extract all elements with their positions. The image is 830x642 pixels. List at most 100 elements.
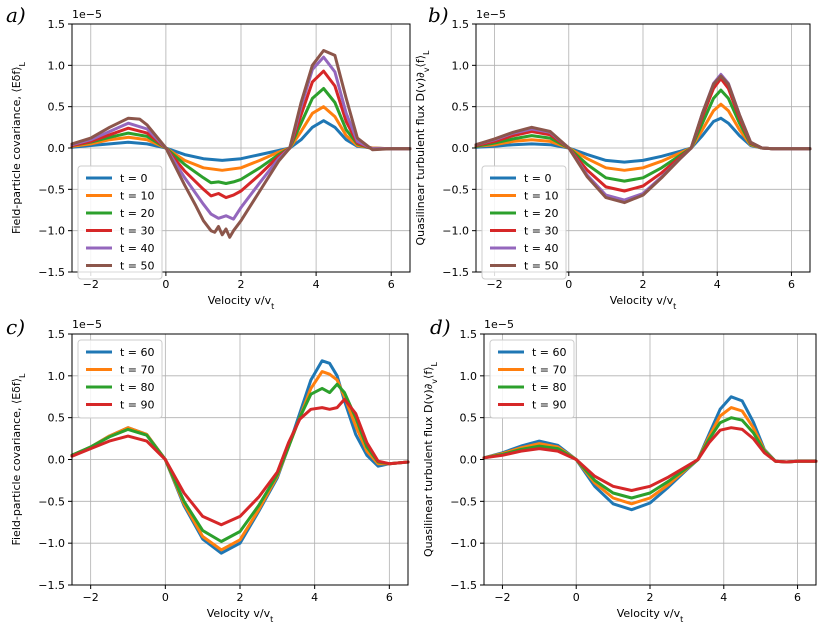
x-tick-label: −2 bbox=[83, 591, 99, 604]
legend-label: t = 60 bbox=[120, 346, 155, 359]
x-axis-label-main: Velocity v/v bbox=[617, 607, 681, 620]
legend-label: t = 70 bbox=[120, 364, 155, 377]
legend-label: t = 70 bbox=[532, 364, 567, 377]
x-axis-label-sub: t bbox=[271, 302, 274, 311]
offset-text: 1e−5 bbox=[72, 8, 102, 21]
y-tick-label: −1.0 bbox=[38, 537, 65, 550]
y-tick-label: −1.0 bbox=[38, 225, 65, 238]
y-tick-label: −0.5 bbox=[450, 495, 477, 508]
x-axis-label-main: Velocity v/v bbox=[207, 607, 271, 620]
y-tick-label: 0.0 bbox=[48, 454, 66, 467]
y-tick-label: 1.5 bbox=[452, 18, 470, 31]
x-axis-label-sub: t bbox=[680, 615, 683, 624]
y-tick-label: −1.5 bbox=[38, 266, 65, 279]
series-line-t50 bbox=[70, 49, 412, 239]
panel-label: d) bbox=[430, 315, 451, 339]
legend-label: t = 40 bbox=[524, 242, 559, 255]
panel-label: a) bbox=[6, 3, 26, 27]
panel-2: −2 0 2 4 6 −1.5 −1.0 −0.5 0.0 0.5 1.0 1.5 1e−5 b) Velo… bbox=[414, 3, 812, 311]
x-tick-label: 4 bbox=[714, 278, 721, 291]
y-tick-label: −1.0 bbox=[450, 537, 477, 550]
x-tick-label: 0 bbox=[162, 591, 169, 604]
x-axis-label-sub: t bbox=[673, 302, 676, 311]
x-tick-label: 2 bbox=[238, 278, 245, 291]
y-tick-label: −1.0 bbox=[442, 225, 469, 238]
y-tick-label: 0.5 bbox=[48, 412, 66, 425]
y-axis-label: Field-particle covariance, ⟨Eδf⟩L bbox=[10, 61, 27, 234]
panel-3: −2 0 2 4 6 −1.5 −1.0 −0.5 0.0 0.5 1.0 1.5 1e−5 c) Velo… bbox=[6, 315, 410, 624]
x-tick-label: 2 bbox=[647, 591, 654, 604]
legend-label: t = 0 bbox=[120, 172, 148, 185]
y-axis-label-tail: ⟨f⟩ bbox=[422, 366, 435, 378]
x-axis-label: Velocity v/vt bbox=[617, 607, 684, 624]
x-tick-label: 0 bbox=[565, 278, 572, 291]
y-axis-label: Quasilinear turbulent flux D(v)∂v⟨f⟩L bbox=[422, 361, 439, 557]
x-tick-label: 6 bbox=[386, 591, 393, 604]
legend-label: t = 20 bbox=[524, 207, 559, 220]
legend: t = 0 t = 10 t = 20 t = 30 t = 40 t = 50 bbox=[481, 165, 567, 280]
y-tick-label: 1.0 bbox=[48, 59, 66, 72]
series-line-t90 bbox=[70, 397, 410, 527]
y-axis-label-tail: ⟨f⟩ bbox=[414, 55, 427, 67]
y-tick-label: 0.5 bbox=[452, 101, 470, 114]
legend-box bbox=[77, 339, 163, 419]
y-tick-label: −1.5 bbox=[38, 579, 65, 592]
y-axis-label: Field-particle covariance, ⟨Eδf⟩L bbox=[10, 373, 27, 546]
legend-label: t = 30 bbox=[524, 225, 559, 238]
x-axis-label-main: Velocity v/v bbox=[610, 294, 674, 307]
legend-label: t = 50 bbox=[524, 260, 559, 273]
legend-label: t = 80 bbox=[532, 381, 567, 394]
series-line-t90 bbox=[482, 426, 818, 492]
y-tick-label: −1.5 bbox=[442, 266, 469, 279]
x-axis-label-sub: t bbox=[270, 615, 273, 624]
panel-label: c) bbox=[6, 315, 25, 339]
offset-text: 1e−5 bbox=[72, 318, 102, 331]
legend-label: t = 10 bbox=[120, 190, 155, 203]
y-tick-label: 0.5 bbox=[460, 412, 478, 425]
legend-label: t = 50 bbox=[120, 260, 155, 273]
series-line-t30 bbox=[70, 69, 412, 200]
y-tick-label: −0.5 bbox=[38, 495, 65, 508]
x-tick-label: 4 bbox=[720, 591, 727, 604]
offset-text: 1e−5 bbox=[484, 318, 514, 331]
legend: t = 0 t = 10 t = 20 t = 30 t = 40 t = 50 bbox=[77, 165, 163, 280]
y-tick-label: 0.5 bbox=[48, 101, 66, 114]
series-line-t40 bbox=[70, 55, 412, 221]
series-line-t0 bbox=[70, 119, 412, 162]
offset-text: 1e−5 bbox=[476, 8, 506, 21]
x-axis-label-main: Velocity v/v bbox=[208, 294, 272, 307]
y-axis-label-sub: v bbox=[430, 379, 439, 384]
x-axis-label: Velocity v/vt bbox=[208, 294, 275, 311]
legend-label: t = 40 bbox=[120, 242, 155, 255]
x-tick-label: 4 bbox=[313, 278, 320, 291]
x-tick-label: −2 bbox=[494, 591, 510, 604]
x-tick-label: −2 bbox=[83, 278, 99, 291]
legend-label: t = 30 bbox=[120, 225, 155, 238]
x-axis-label: Velocity v/vt bbox=[207, 607, 274, 624]
legend-label: t = 90 bbox=[120, 399, 155, 412]
y-axis-label-main: Field-particle covariance, ⟨Eδf⟩ bbox=[10, 66, 23, 234]
legend: t = 60 t = 70 t = 80 t = 90 bbox=[489, 339, 575, 419]
x-tick-label: −2 bbox=[486, 278, 502, 291]
y-tick-label: 1.5 bbox=[48, 18, 66, 31]
y-tick-label: −0.5 bbox=[38, 183, 65, 196]
x-tick-label: 2 bbox=[237, 591, 244, 604]
x-tick-label: 6 bbox=[788, 278, 795, 291]
y-axis-label-tail-sub: L bbox=[430, 361, 439, 366]
x-tick-label: 2 bbox=[640, 278, 647, 291]
y-axis-label-main: Field-particle covariance, ⟨Eδf⟩ bbox=[10, 378, 23, 546]
y-tick-label: 0.0 bbox=[452, 142, 470, 155]
y-axis-label-sub: v bbox=[422, 67, 431, 72]
legend-label: t = 0 bbox=[524, 172, 552, 185]
legend-label: t = 20 bbox=[120, 207, 155, 220]
panel-label: b) bbox=[428, 3, 449, 27]
y-tick-label: 1.0 bbox=[460, 370, 478, 383]
y-axis-label-tail-sub: L bbox=[422, 50, 431, 55]
legend-label: t = 90 bbox=[532, 399, 567, 412]
y-axis-label-sub: L bbox=[18, 61, 27, 66]
series-line-t50 bbox=[474, 74, 812, 205]
x-tick-label: 0 bbox=[573, 591, 580, 604]
panel-4: −2 0 2 4 6 −1.5 −1.0 −0.5 0.0 0.5 1.0 1.5 1e−5 d) Velo… bbox=[422, 315, 818, 624]
series-line-t10 bbox=[70, 105, 412, 172]
